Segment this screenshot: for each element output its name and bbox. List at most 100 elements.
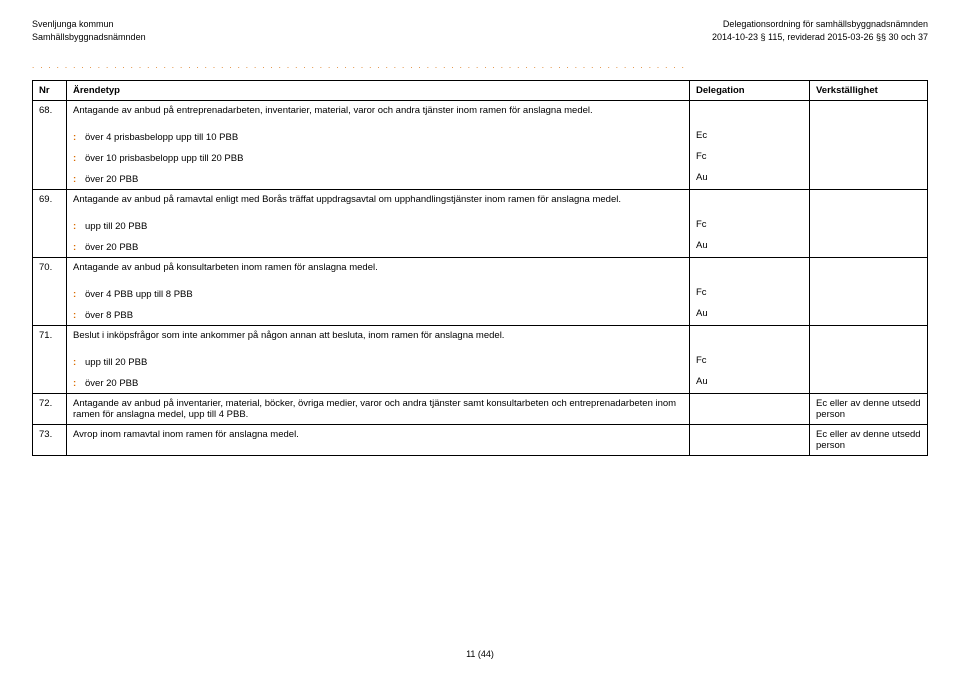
cell-delegation: Au xyxy=(690,304,810,326)
cell-delegation xyxy=(690,190,810,216)
colon-icon: : xyxy=(73,289,85,300)
table-subrow: :upp till 20 PBBFc xyxy=(33,215,928,236)
cell-nr: 70. xyxy=(33,258,67,284)
cell-nr xyxy=(33,168,67,190)
cell-verkstallighet xyxy=(810,304,928,326)
cell-delegation: Au xyxy=(690,372,810,394)
cell-subtext: :över 4 prisbasbelopp upp till 10 PBB xyxy=(67,126,690,147)
colon-icon: : xyxy=(73,310,85,321)
table-subrow: :över 4 PBB upp till 8 PBBFc xyxy=(33,283,928,304)
cell-verkstallighet xyxy=(810,168,928,190)
cell-verkstallighet xyxy=(810,351,928,372)
cell-nr: 68. xyxy=(33,101,67,127)
cell-delegation: Ec xyxy=(690,126,810,147)
cell-nr xyxy=(33,372,67,394)
table-row: 70.Antagande av anbud på konsultarbeten … xyxy=(33,258,928,284)
cell-verkstallighet xyxy=(810,101,928,127)
cell-delegation xyxy=(690,425,810,456)
sub-text: upp till 20 PBB xyxy=(85,357,683,368)
cell-verkstallighet xyxy=(810,126,928,147)
sub-text: över 4 PBB upp till 8 PBB xyxy=(85,289,683,300)
page-number: 11 (44) xyxy=(0,649,960,659)
cell-desc: Antagande av anbud på konsultarbeten ino… xyxy=(67,258,690,284)
col-nr: Nr xyxy=(33,81,67,101)
header-left: Svenljunga kommun Samhällsbyggnadsnämnde… xyxy=(32,18,146,43)
cell-verkstallighet xyxy=(810,372,928,394)
table-header-row: Nr Ärendetyp Delegation Verkställighet xyxy=(33,81,928,101)
cell-verkstallighet: Ec eller av denne utsedd person xyxy=(810,425,928,456)
cell-desc: Antagande av anbud på entreprenadarbeten… xyxy=(67,101,690,127)
colon-icon: : xyxy=(73,132,85,143)
cell-delegation xyxy=(690,258,810,284)
colon-icon: : xyxy=(73,378,85,389)
cell-verkstallighet xyxy=(810,147,928,168)
cell-verkstallighet: Ec eller av denne utsedd person xyxy=(810,394,928,425)
cell-nr xyxy=(33,304,67,326)
cell-subtext: :över 4 PBB upp till 8 PBB xyxy=(67,283,690,304)
cell-delegation: Au xyxy=(690,168,810,190)
cell-subtext: :över 10 prisbasbelopp upp till 20 PBB xyxy=(67,147,690,168)
table-row: 71.Beslut i inköpsfrågor som inte ankomm… xyxy=(33,326,928,352)
table-row: 73.Avrop inom ramavtal inom ramen för an… xyxy=(33,425,928,456)
cell-subtext: :upp till 20 PBB xyxy=(67,215,690,236)
cell-verkstallighet xyxy=(810,190,928,216)
table-subrow: :över 20 PBBAu xyxy=(33,168,928,190)
cell-nr xyxy=(33,147,67,168)
cell-verkstallighet xyxy=(810,236,928,258)
cell-desc: Antagande av anbud på inventarier, mater… xyxy=(67,394,690,425)
org-name: Svenljunga kommun xyxy=(32,18,146,31)
sub-text: över 10 prisbasbelopp upp till 20 PBB xyxy=(85,153,683,164)
col-arendetyp: Ärendetyp xyxy=(67,81,690,101)
sub-text: över 20 PBB xyxy=(85,174,683,185)
sub-text: upp till 20 PBB xyxy=(85,221,683,232)
cell-verkstallighet xyxy=(810,215,928,236)
sub-text: över 20 PBB xyxy=(85,242,683,253)
cell-nr xyxy=(33,215,67,236)
cell-subtext: :över 20 PBB xyxy=(67,236,690,258)
col-verkstallighet: Verkställighet xyxy=(810,81,928,101)
table-subrow: :upp till 20 PBBFc xyxy=(33,351,928,372)
cell-nr: 69. xyxy=(33,190,67,216)
cell-delegation xyxy=(690,394,810,425)
cell-delegation: Fc xyxy=(690,147,810,168)
cell-subtext: :upp till 20 PBB xyxy=(67,351,690,372)
cell-delegation: Fc xyxy=(690,215,810,236)
colon-icon: : xyxy=(73,221,85,232)
table-row: 68.Antagande av anbud på entreprenadarbe… xyxy=(33,101,928,127)
table-row: 69.Antagande av anbud på ramavtal enligt… xyxy=(33,190,928,216)
cell-delegation: Fc xyxy=(690,283,810,304)
doc-title: Delegationsordning för samhällsbyggnadsn… xyxy=(712,18,928,31)
colon-icon: : xyxy=(73,174,85,185)
cell-delegation: Au xyxy=(690,236,810,258)
cell-subtext: :över 20 PBB xyxy=(67,168,690,190)
committee-name: Samhällsbyggnadsnämnden xyxy=(32,31,146,44)
table-subrow: :över 4 prisbasbelopp upp till 10 PBBEc xyxy=(33,126,928,147)
sub-text: över 4 prisbasbelopp upp till 10 PBB xyxy=(85,132,683,143)
cell-subtext: :över 20 PBB xyxy=(67,372,690,394)
cell-nr: 73. xyxy=(33,425,67,456)
cell-delegation xyxy=(690,326,810,352)
cell-desc: Avrop inom ramavtal inom ramen för ansla… xyxy=(67,425,690,456)
table-row: 72.Antagande av anbud på inventarier, ma… xyxy=(33,394,928,425)
sub-text: över 8 PBB xyxy=(85,310,683,321)
doc-revision: 2014-10-23 § 115, reviderad 2015-03-26 §… xyxy=(712,31,928,44)
divider-dots: ........................................… xyxy=(32,61,928,70)
cell-desc: Antagande av anbud på ramavtal enligt me… xyxy=(67,190,690,216)
colon-icon: : xyxy=(73,357,85,368)
col-delegation: Delegation xyxy=(690,81,810,101)
cell-nr xyxy=(33,236,67,258)
table-subrow: :över 10 prisbasbelopp upp till 20 PBBFc xyxy=(33,147,928,168)
page-header: Svenljunga kommun Samhällsbyggnadsnämnde… xyxy=(32,18,928,43)
colon-icon: : xyxy=(73,153,85,164)
cell-subtext: :över 8 PBB xyxy=(67,304,690,326)
cell-verkstallighet xyxy=(810,258,928,284)
sub-text: över 20 PBB xyxy=(85,378,683,389)
header-right: Delegationsordning för samhällsbyggnadsn… xyxy=(712,18,928,43)
table-subrow: :över 20 PBBAu xyxy=(33,236,928,258)
cell-desc: Beslut i inköpsfrågor som inte ankommer … xyxy=(67,326,690,352)
table-subrow: :över 8 PBBAu xyxy=(33,304,928,326)
cell-delegation: Fc xyxy=(690,351,810,372)
cell-nr: 72. xyxy=(33,394,67,425)
table-subrow: :över 20 PBBAu xyxy=(33,372,928,394)
cell-nr xyxy=(33,126,67,147)
